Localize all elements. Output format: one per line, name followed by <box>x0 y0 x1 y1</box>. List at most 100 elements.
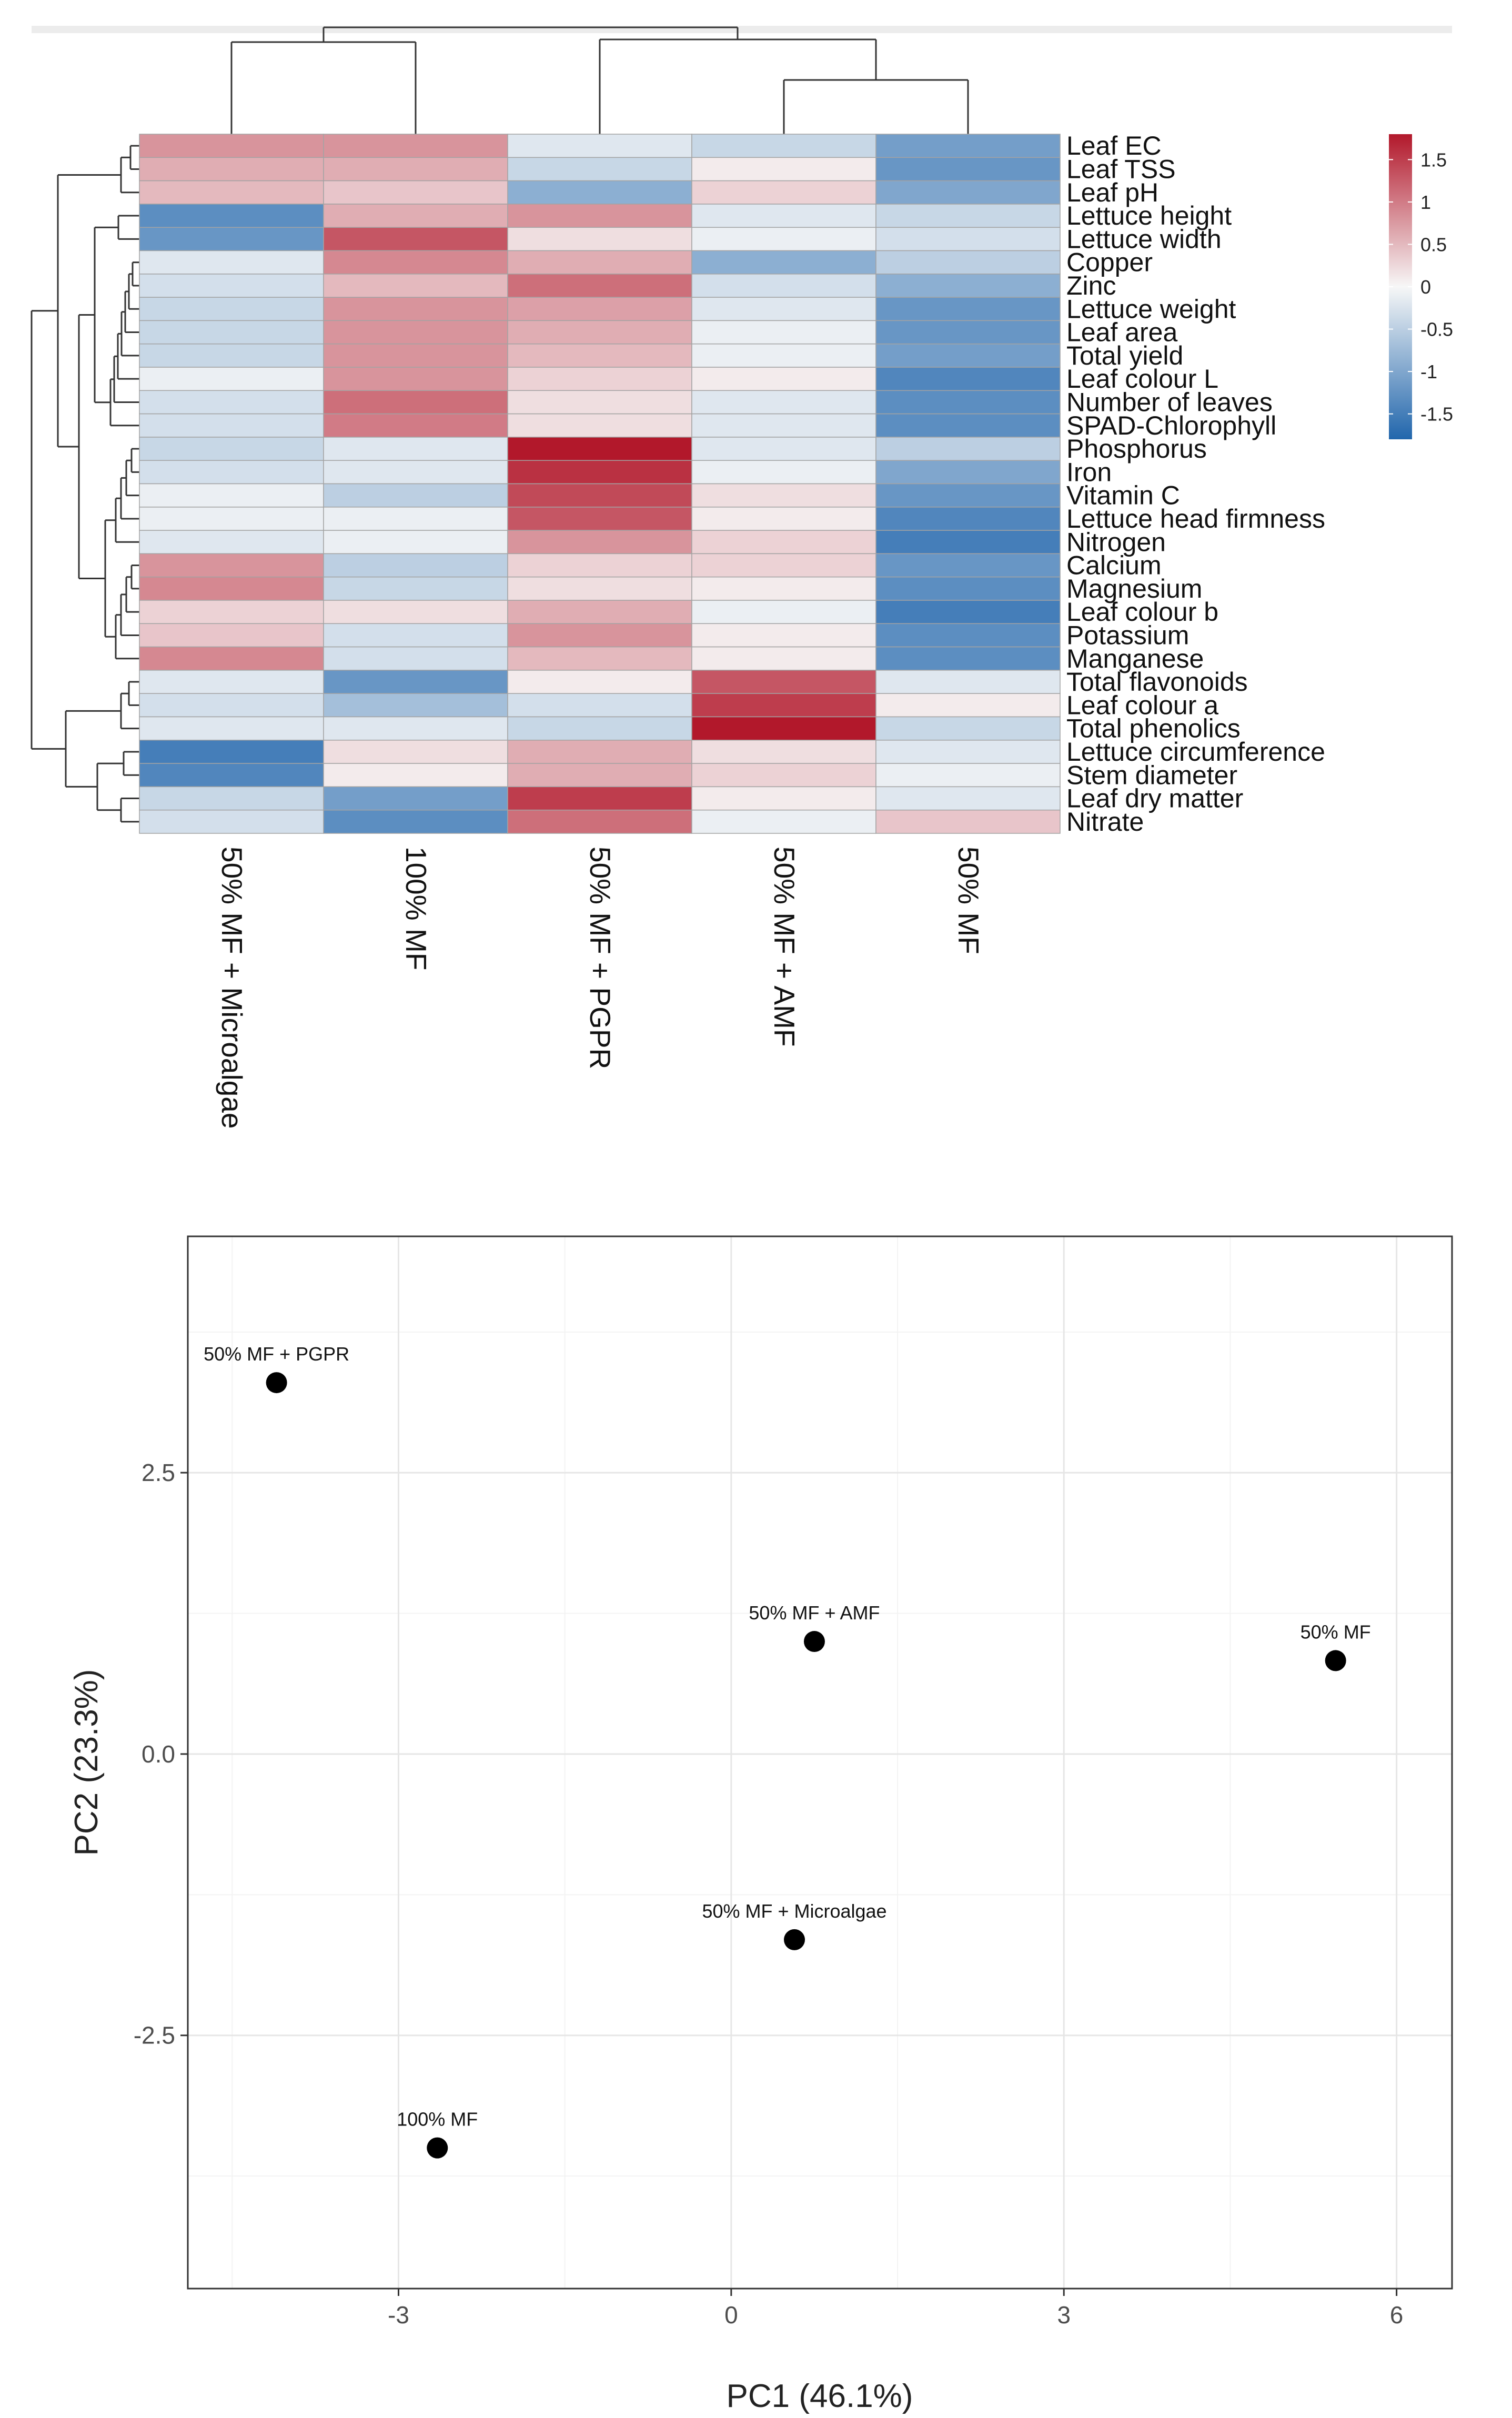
heatmap-cell <box>691 250 876 275</box>
heatmap-cell <box>323 343 508 368</box>
heatmap-cell <box>139 367 324 391</box>
heatmap-row-label: Lettuce width <box>1066 224 1222 254</box>
heatmap-cell <box>507 576 692 601</box>
heatmap-cell <box>691 716 876 741</box>
heatmap-row-label: Manganese <box>1066 644 1204 673</box>
heatmap-cell <box>875 670 1061 694</box>
heatmap-column-label: 100% MF <box>400 847 432 970</box>
y-tick-label: -2.5 <box>134 2022 175 2049</box>
heatmap-cell <box>507 413 692 438</box>
heatmap-cell <box>507 553 692 578</box>
heatmap-cell <box>875 437 1061 461</box>
heatmap-cell <box>323 670 508 694</box>
row-dendrogram <box>31 145 139 823</box>
heatmap-cell <box>139 576 324 601</box>
heatmap-cell <box>323 740 508 764</box>
heatmap-cell <box>507 623 692 648</box>
heatmap-cell <box>323 809 508 834</box>
heatmap-cell <box>507 274 692 298</box>
heatmap-cell <box>139 227 324 251</box>
heatmap-cell <box>875 204 1061 228</box>
heatmap-cell <box>323 460 508 485</box>
heatmap-cell <box>139 553 324 578</box>
scatter-point-label: 50% MF + PGPR <box>204 1343 349 1365</box>
heatmap-row-label: Number of leaves <box>1066 387 1273 417</box>
x-tick-label: 3 <box>1057 2301 1071 2329</box>
heatmap-cell <box>139 390 324 415</box>
heatmap-cell <box>507 250 692 275</box>
heatmap-column-label: 50% MF + PGPR <box>584 847 617 1069</box>
heatmap-column-label: 50% MF + AMF <box>768 847 801 1047</box>
heatmap-cell <box>875 320 1061 345</box>
heatmap-row-label: Lettuce circumference <box>1066 737 1325 767</box>
heatmap-cell <box>323 600 508 624</box>
heatmap-cell <box>139 274 324 298</box>
heatmap-column-label: 50% MF + Microalgae <box>216 847 248 1129</box>
heatmap-cell <box>691 437 876 461</box>
heatmap-cell <box>323 507 508 531</box>
heatmap-row-label: Leaf TSS <box>1066 154 1176 184</box>
heatmap-cell <box>139 740 324 764</box>
heatmap-cell <box>875 646 1061 671</box>
heatmap-cell <box>323 623 508 648</box>
heatmap-row-label: Lettuce head firmness <box>1066 504 1325 533</box>
heatmap-colorbar: 1.5 1 0.5 0 -0.5 -1 -1.5 <box>1389 134 1453 439</box>
scatter-point <box>427 2137 448 2159</box>
scatter-points: 50% MF + PGPR 50% MF + AMF 50% MF 50% MF + … <box>204 1343 1371 2159</box>
heatmap-cell <box>323 320 508 345</box>
heatmap-cell <box>323 553 508 578</box>
scatter-point <box>266 1372 287 1394</box>
scatter-point-label: 50% MF <box>1301 1621 1371 1643</box>
heatmap-cell <box>139 670 324 694</box>
colorbar-tick-label: -1.5 <box>1420 404 1453 425</box>
heatmap-cell <box>875 507 1061 531</box>
scatter-point-label: 50% MF + Microalgae <box>702 1900 886 1922</box>
x-tick-label: 6 <box>1390 2301 1404 2329</box>
heatmap-row-label: Copper <box>1066 248 1153 277</box>
heatmap-column-labels: 50% MF + Microalgae 100% MF 50% MF + PGPR 5… <box>216 847 985 1129</box>
heatmap-cell <box>875 297 1061 321</box>
heatmap-cell <box>507 740 692 764</box>
heatmap-row-label: Leaf area <box>1066 318 1177 347</box>
heatmap-cell <box>507 809 692 834</box>
heatmap-cell <box>691 740 876 764</box>
heatmap-cell <box>875 343 1061 368</box>
y-tick-label: 2.5 <box>142 1459 175 1486</box>
heatmap-cell <box>875 623 1061 648</box>
heatmap-row-label: Magnesium <box>1066 574 1202 603</box>
heatmap-cell <box>139 460 324 485</box>
heatmap-row-label: Leaf pH <box>1066 178 1158 207</box>
heatmap-cell <box>875 134 1061 158</box>
heatmap-cell <box>875 157 1061 182</box>
heatmap-cell <box>691 507 876 531</box>
heatmap-row-label: Leaf colour a <box>1066 690 1218 720</box>
heatmap-cell <box>507 367 692 391</box>
heatmap-row-label: Stem diameter <box>1066 760 1237 790</box>
heatmap-cell <box>139 809 324 834</box>
heatmap-cell <box>691 786 876 811</box>
heatmap-cell <box>691 180 876 205</box>
heatmap-cell <box>875 483 1061 508</box>
heatmap-cell <box>323 530 508 555</box>
plot-panel-border <box>187 1235 1453 2290</box>
heatmap-cell <box>507 204 692 228</box>
heatmap-cell <box>323 157 508 182</box>
heatmap-cell <box>139 180 324 205</box>
x-tick-label: -3 <box>388 2301 409 2329</box>
y-axis-ticks: 2.5 0.0 -2.5 <box>134 1459 188 2049</box>
heatmap-row-label: Total phenolics <box>1066 714 1241 743</box>
heatmap-cell <box>323 576 508 601</box>
heatmap-cell <box>691 763 876 788</box>
scatter-point-group: 50% MF + PGPR <box>204 1343 349 1394</box>
heatmap-cell <box>875 413 1061 438</box>
x-axis-ticks: -3 0 3 6 <box>388 2289 1403 2329</box>
y-tick-label: 0.0 <box>142 1740 175 1768</box>
plot-panel-background <box>188 1236 1452 2289</box>
colorbar-tick-label: 0 <box>1420 276 1431 298</box>
heatmap-cell <box>139 297 324 321</box>
heatmap-cell <box>875 250 1061 275</box>
heatmap-cell <box>875 530 1061 555</box>
heatmap-row-label: Iron <box>1066 457 1112 487</box>
colorbar-tick-label: 1.5 <box>1420 149 1447 170</box>
